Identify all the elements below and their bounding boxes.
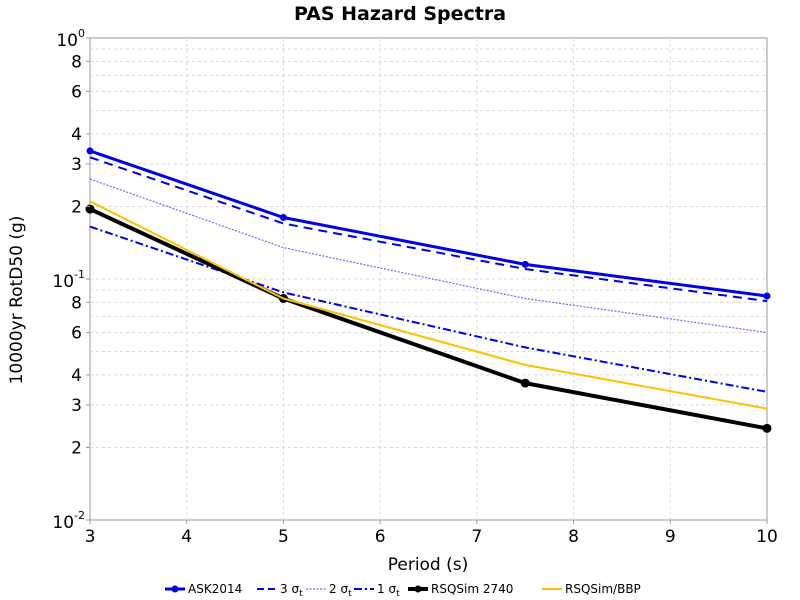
y-tick-label: 8: [71, 52, 82, 72]
x-tick-label: 4: [181, 527, 192, 547]
y-tick-label: 10-1: [52, 268, 85, 292]
x-tick-label: 10: [756, 527, 778, 547]
series-line-5: [89, 200, 768, 410]
x-tick-label: 5: [278, 527, 289, 547]
series-line-2: [89, 178, 768, 334]
legend-entry: 1 σt: [377, 582, 400, 599]
legend: ASK2014 3 σt 2 σt 1 σt RSQSim 2740 RSQSim/BBP: [165, 582, 641, 599]
legend-marker: [171, 585, 179, 593]
y-tick-label: 10-2: [52, 509, 85, 533]
series-point-0: [521, 260, 529, 268]
x-axis-ticks: 3 4 5 6 7 8 9 10: [85, 520, 778, 547]
y-tick-label: 6: [71, 323, 82, 343]
y-tick-label: 3: [71, 396, 82, 416]
legend-subscript: t: [299, 589, 303, 599]
series-point-0: [86, 147, 94, 155]
series-line-1: [89, 156, 768, 303]
series-point-4: [762, 423, 772, 433]
legend-subscript: t: [396, 589, 400, 599]
y-tick-label: 8: [71, 293, 82, 313]
series-point-4: [520, 378, 530, 388]
y-axis-label: 10000yr RotD50 (g): [7, 216, 27, 385]
y-tick-label: 3: [71, 155, 82, 175]
legend-marker: [414, 585, 422, 593]
y-tick-base: 10: [52, 513, 74, 533]
legend-label: RSQSim/BBP: [565, 582, 641, 596]
grid-lines: [90, 38, 767, 520]
legend-label: 3 σ: [280, 582, 299, 596]
y-tick-exponent: -1: [74, 268, 85, 281]
x-tick-label: 8: [568, 527, 579, 547]
x-tick-label: 9: [665, 527, 676, 547]
y-tick-label: 100: [56, 27, 85, 51]
legend-label: RSQSim 2740: [431, 582, 513, 596]
y-tick-base: 10: [56, 31, 78, 51]
y-tick-label: 2: [71, 438, 82, 458]
legend-entry: 2 σt: [329, 582, 352, 599]
x-axis-label: Period (s): [388, 555, 469, 575]
y-tick-exponent: -2: [74, 509, 85, 522]
x-tick-label: 7: [471, 527, 482, 547]
x-tick-label: 3: [85, 527, 96, 547]
y-tick-label: 6: [71, 82, 82, 102]
series-line-3: [89, 225, 768, 393]
series-line-0: [89, 149, 768, 298]
legend-entry: ASK2014: [188, 582, 242, 596]
y-tick-label: 4: [71, 366, 82, 386]
legend-entry: RSQSim 2740: [431, 582, 513, 596]
legend-subscript: t: [348, 589, 352, 599]
series-point-0: [279, 213, 287, 221]
legend-label: ASK2014: [188, 582, 242, 596]
series-point-0: [763, 292, 771, 300]
y-tick-base: 10: [52, 272, 74, 292]
series-line-4: [89, 207, 768, 431]
series-layer: [85, 147, 772, 433]
legend-label: 2 σ: [329, 582, 348, 596]
series-point-4: [85, 204, 95, 214]
y-tick-label: 2: [71, 197, 82, 217]
legend-label: 1 σ: [377, 582, 396, 596]
x-tick-label: 6: [375, 527, 386, 547]
y-tick-exponent: 0: [78, 27, 85, 40]
chart-title: PAS Hazard Spectra: [294, 3, 506, 25]
y-tick-label: 4: [71, 125, 82, 145]
legend-entry: 3 σt: [280, 582, 303, 599]
legend-entry: RSQSim/BBP: [565, 582, 641, 596]
